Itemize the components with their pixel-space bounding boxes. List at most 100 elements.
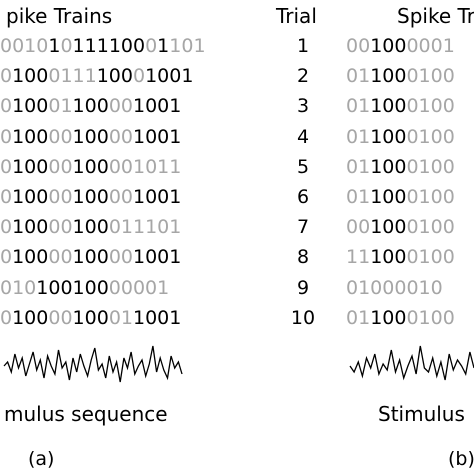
left-spike-train-row-6: 010000100001001 [0, 185, 181, 209]
right-spike-train-row-6-segment: 0100 [406, 186, 455, 208]
left-spike-train-row-2-segment: 100 [96, 65, 133, 88]
left-spike-train-row-3-segment: 100 [133, 95, 170, 118]
right-spike-train-row-4: 011000100 [346, 125, 455, 149]
right-spike-train-row-4-segment: 01 [346, 125, 371, 148]
right-spike-train-row-1-segment: 100 [370, 35, 407, 57]
left-spike-train-row-2-segment: 100 [145, 65, 182, 88]
left-spike-train-row-7-segment: 100 [12, 216, 49, 239]
right-spike-train-row-2-segment: 0100 [406, 65, 455, 88]
left-spike-train-row-6-segment: 100 [133, 186, 170, 208]
left-spike-train-row-6-segment: 1 [169, 186, 182, 208]
left-spike-train-row-8-segment: 100 [12, 246, 49, 269]
left-spike-train-row-4-segment: 1 [169, 125, 182, 148]
right-spike-train-row-7-segment: 100 [370, 216, 407, 239]
right-spike-train-row-4-segment: 100 [370, 125, 407, 148]
left-spike-train-row-7-segment: 00 [48, 216, 73, 239]
left-stimulus-line [3, 345, 183, 383]
right-spike-train-row-1: 001000001 [346, 34, 455, 58]
right-spike-train-row-7-segment: 0100 [406, 216, 455, 239]
left-spike-train-row-4-segment: 100 [72, 125, 109, 148]
left-spike-train-row-1-segment: 101 [169, 35, 206, 57]
right-spike-train-row-4-segment: 0100 [406, 125, 455, 148]
trial-number-5: 5 [296, 155, 310, 178]
right-spike-train-row-9-segment: 0010 [394, 276, 443, 299]
left-spike-train-row-4: 010000100001001 [0, 125, 181, 149]
right-spike-train-row-10-segment: 01 [346, 306, 371, 329]
right-spike-train-row-7: 001000100 [346, 215, 455, 239]
left-spike-train-row-2: 0100011110001001 [0, 64, 193, 88]
left-spike-train-row-10: 010000100011001 [0, 306, 181, 330]
right-spike-trains-header: Spike Tr [397, 4, 474, 28]
left-stimulus-caption: mulus sequence [4, 402, 168, 426]
left-spike-train-row-5-segment: 0 [108, 155, 121, 178]
left-spike-train-row-2-segment: 0 [0, 65, 13, 88]
left-spike-train-row-4-segment: 00 [48, 125, 73, 148]
trial-number-4: 4 [296, 125, 310, 148]
right-spike-train-row-5-segment: 0100 [406, 155, 455, 178]
right-spike-train-row-6: 011000100 [346, 185, 455, 209]
left-spike-train-row-2-segment: 0 [132, 65, 146, 88]
left-spike-train-row-9: 01010010000001 [0, 276, 169, 300]
trial-number-1: 1 [296, 35, 310, 57]
trial-number-10: 10 [290, 306, 316, 329]
right-spike-train-row-2-segment: 100 [370, 65, 407, 88]
left-spike-train-row-6-segment: 100 [72, 186, 109, 208]
right-spike-train-row-3: 011000100 [346, 94, 455, 118]
left-spike-train-row-1-segment: 100 [108, 35, 146, 57]
right-spike-train-row-8: 111000100 [346, 245, 455, 269]
right-spike-train-row-6-segment: 01 [346, 186, 371, 208]
panel-label-a: (a) [28, 448, 55, 470]
left-spike-train-row-6-segment: 100 [12, 186, 49, 208]
left-spike-train-row-2-segment: 0111 [48, 65, 97, 88]
right-spike-train-row-3-segment: 01 [346, 95, 371, 118]
left-spike-train-row-3-segment: 100 [72, 95, 109, 118]
left-spike-train-row-1-segment: 0010 [0, 35, 49, 57]
trial-number-3: 3 [296, 95, 310, 118]
left-spike-train-row-6-segment: 00 [108, 186, 133, 208]
right-spike-train-row-2: 011000100 [346, 64, 455, 88]
left-stimulus-trace [3, 345, 183, 383]
left-spike-train-row-8-segment: 1 [169, 246, 182, 269]
left-spike-train-row-8: 010000100001001 [0, 245, 181, 269]
right-spike-train-row-1-segment: 00 [346, 35, 371, 57]
left-spike-train-row-5-segment: 00 [48, 155, 73, 178]
left-spike-train-row-1: 00101011110001101 [0, 34, 206, 58]
right-spike-train-row-9-segment: 0100 [346, 276, 395, 299]
left-spike-train-row-5: 010000100001011 [0, 155, 181, 179]
right-spike-train-row-5-segment: 01 [346, 155, 371, 178]
right-spike-train-row-5: 011000100 [346, 155, 455, 179]
left-spike-train-row-4-segment: 100 [12, 125, 49, 148]
left-spike-train-row-9-segment: 100100 [36, 276, 109, 299]
left-spike-train-row-8-segment: 100 [72, 246, 109, 269]
right-spike-train-row-3-segment: 0100 [406, 95, 455, 118]
left-spike-train-row-1-segment: 1 [157, 35, 170, 57]
trial-number-7: 7 [296, 216, 310, 239]
right-stimulus-trace [349, 345, 474, 381]
left-spike-trains-header: pike Trains [6, 4, 113, 28]
left-spike-train-row-10-segment: 01 [108, 306, 133, 329]
left-spike-train-row-3-segment: 1 [169, 95, 182, 118]
left-spike-train-row-5-segment: 01011 [120, 155, 182, 178]
left-spike-train-row-10-segment: 0 [0, 306, 13, 329]
left-spike-train-row-6-segment: 0 [0, 186, 13, 208]
left-spike-train-row-2-segment: 1 [181, 65, 194, 88]
left-spike-train-row-1-segment: 1 [48, 35, 61, 57]
left-spike-train-row-5-segment: 100 [12, 155, 49, 178]
left-spike-train-row-4-segment: 0 [0, 125, 13, 148]
right-spike-train-row-2-segment: 01 [346, 65, 371, 88]
right-spike-train-row-10-segment: 100 [370, 306, 407, 329]
left-spike-train-row-5-segment: 0 [0, 155, 13, 178]
left-spike-train-row-1-segment: 0 [145, 35, 158, 57]
left-spike-train-row-7-segment: 011101 [108, 216, 182, 239]
trial-number-6: 6 [296, 186, 310, 208]
left-spike-train-row-3-segment: 01 [48, 95, 73, 118]
left-spike-train-row-9-segment: 00001 [108, 276, 170, 299]
right-spike-train-row-5-segment: 100 [370, 155, 407, 178]
panel-label-b: (b) [448, 448, 474, 470]
left-spike-train-row-4-segment: 00 [108, 125, 133, 148]
left-spike-train-row-10-segment: 100 [72, 306, 109, 329]
left-spike-train-row-9-segment: 010 [0, 276, 37, 299]
right-spike-train-row-8-segment: 11 [346, 246, 371, 269]
right-spike-train-row-6-segment: 100 [370, 186, 407, 208]
trial-header: Trial [276, 4, 317, 28]
